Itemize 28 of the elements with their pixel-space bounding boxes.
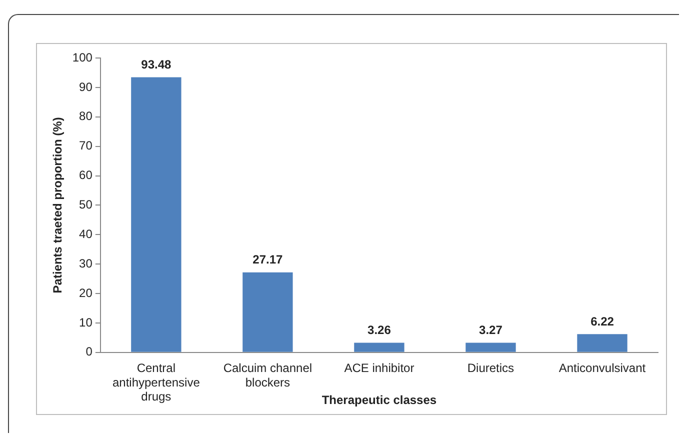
data-label: 6.22 xyxy=(590,314,614,328)
y-tick-label: 100 xyxy=(72,50,93,64)
bar xyxy=(131,77,182,352)
bar xyxy=(577,334,628,352)
x-tick-label: Anticonvulsivant xyxy=(558,360,646,375)
data-label: 3.27 xyxy=(479,323,503,338)
y-tick-label: 30 xyxy=(79,256,93,270)
data-label: 3.26 xyxy=(368,323,392,338)
y-tick-label: 10 xyxy=(79,315,93,330)
y-tick-label: 20 xyxy=(79,286,93,300)
y-tick-label: 70 xyxy=(79,138,93,153)
bar xyxy=(354,342,404,352)
y-tick-label: 0 xyxy=(86,344,93,359)
data-label: 93.48 xyxy=(141,58,172,72)
x-tick-label: Diuretics xyxy=(467,360,514,375)
x-axis-title: Therapeutic classes xyxy=(322,393,437,408)
y-tick-label: 50 xyxy=(79,198,93,212)
y-tick-label: 40 xyxy=(79,226,93,241)
y-tick-label: 60 xyxy=(79,168,93,182)
x-tick-label: Calcuim channel blockers xyxy=(223,360,312,390)
x-tick-label: ACE inhibitor xyxy=(344,360,414,375)
y-tick-label: 80 xyxy=(79,109,93,124)
data-label: 27.17 xyxy=(252,252,284,267)
y-tick-label: 90 xyxy=(79,80,93,94)
bar xyxy=(242,272,293,352)
bar xyxy=(466,342,516,352)
x-tick-label: Central antihypertensive drugs xyxy=(112,360,200,404)
y-axis-title: Patients traeted proportion (%) xyxy=(50,117,65,294)
